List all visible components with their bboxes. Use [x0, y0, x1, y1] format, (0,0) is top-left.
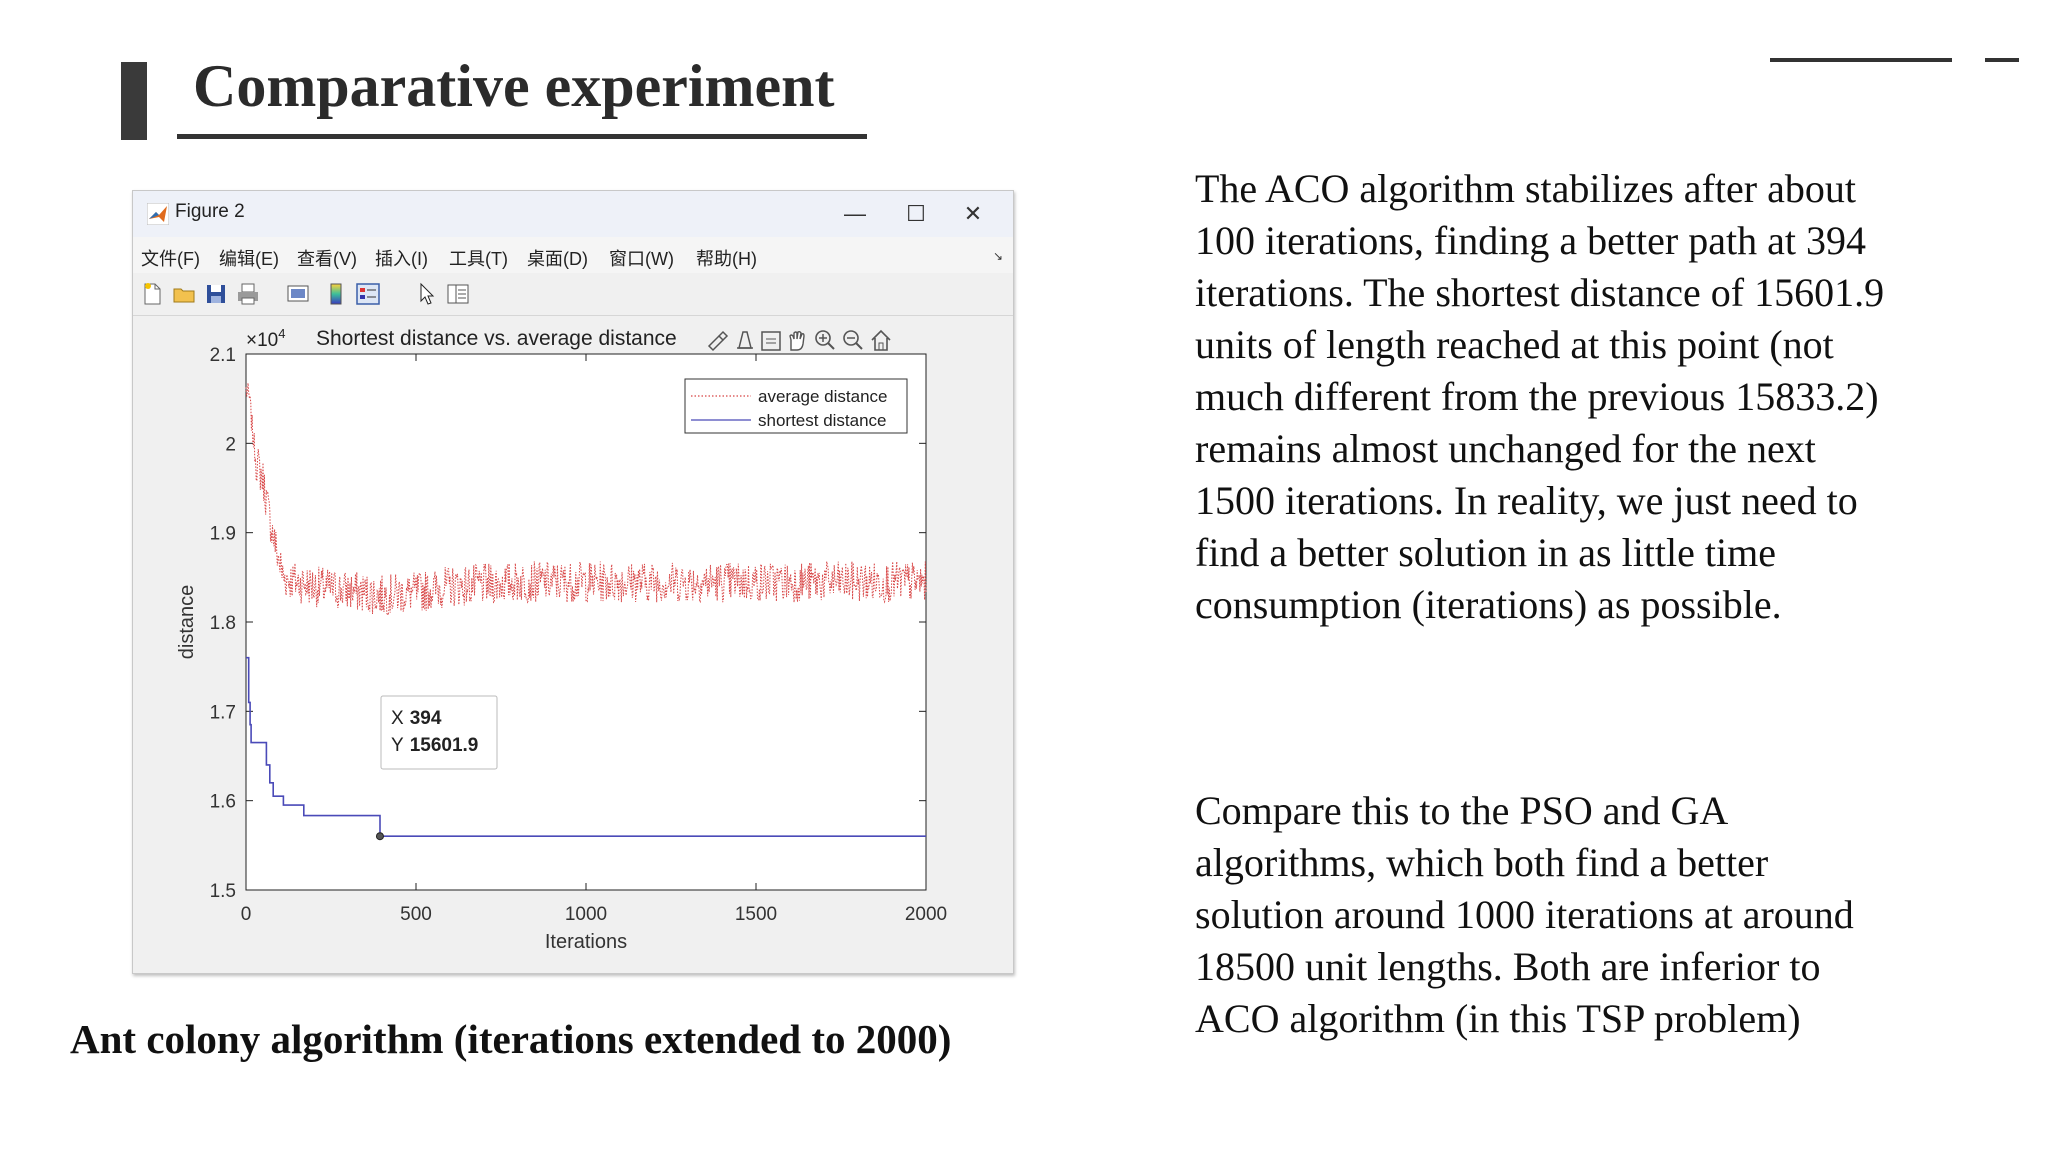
- chart-svg: 1.5 1.6 1.7 1.8 1.9 2 2.1 0 500 1000 1500 2000 ×10…: [176, 326, 947, 953]
- plot-area: 1.5 1.6 1.7 1.8 1.9 2 2.1 0 500 1000 1500 2000 ×10…: [133, 316, 1013, 973]
- menu-help[interactable]: 帮助(H): [696, 249, 757, 269]
- series-shortest-distance: [246, 656, 926, 837]
- y-axis-label: distance: [176, 585, 198, 660]
- property-inspector-icon[interactable]: [445, 281, 471, 307]
- menu-tools[interactable]: 工具(T): [449, 249, 508, 269]
- y-multiplier-base: ×10: [246, 330, 278, 351]
- datatip-y-value: 15601.9: [410, 735, 479, 756]
- menu-bar: 文件(F) 编辑(E) 查看(V) 插入(I) 工具(T) 桌面(D) 窗口(W…: [133, 237, 1013, 273]
- menu-desktop[interactable]: 桌面(D): [527, 249, 588, 269]
- data-tips-icon[interactable]: [737, 331, 753, 349]
- datatip-x: X 394: [391, 708, 442, 729]
- close-button[interactable]: ✕: [963, 201, 983, 226]
- datatip-box: [380, 695, 498, 770]
- x-tick-label: 1500: [735, 904, 777, 925]
- series-average-distance: [245, 383, 927, 616]
- open-file-icon[interactable]: [171, 281, 197, 307]
- menu-edit[interactable]: 编辑(E): [219, 249, 279, 269]
- slide-title: Comparative experiment: [193, 53, 835, 119]
- datatip-x-value: 394: [410, 708, 442, 729]
- x-tick-label: 500: [400, 904, 432, 925]
- body-paragraph-1: The ACO algorithm stabilizes after about…: [1195, 166, 1885, 627]
- body-paragraph-2: Compare this to the PSO and GA algorithm…: [1195, 788, 1854, 1041]
- legend-label-average: average distance: [758, 387, 887, 406]
- axes-box: [245, 353, 927, 891]
- maximize-button[interactable]: ☐: [906, 201, 926, 226]
- zoom-in-icon[interactable]: [815, 330, 835, 350]
- y-tick-label: 2: [225, 434, 236, 455]
- figure-toolbar: [133, 273, 1013, 316]
- y-multiplier: ×104: [246, 326, 285, 351]
- x-tick-label: 0: [241, 904, 252, 925]
- menu-window[interactable]: 窗口(W): [609, 249, 674, 269]
- menu-file[interactable]: 文件(F): [141, 249, 200, 269]
- data-cursor-icon[interactable]: [761, 331, 781, 351]
- y-tick-label: 1.7: [210, 702, 236, 723]
- y-tick-label: 1.9: [210, 524, 236, 545]
- menu-insert[interactable]: 插入(I): [375, 249, 428, 269]
- y-tick-label: 1.8: [210, 613, 236, 634]
- title-underline: [177, 134, 867, 139]
- title-accent-bar: [121, 62, 147, 140]
- datatip-x-label: X: [391, 708, 404, 729]
- zoom-out-icon[interactable]: [843, 330, 863, 350]
- brush-icon[interactable]: [707, 330, 729, 352]
- figure-caption: Ant colony algorithm (iterations extende…: [70, 1016, 952, 1062]
- datatip-y-label: Y: [391, 735, 404, 756]
- axes-toolbar: [707, 329, 891, 352]
- select-arrow-icon[interactable]: [413, 281, 439, 307]
- home-icon[interactable]: [871, 329, 891, 351]
- pan-hand-icon[interactable]: [789, 330, 805, 351]
- datatip[interactable]: X 394 Y 15601.9: [375, 695, 498, 841]
- datatip-y: Y 15601.9: [391, 735, 478, 756]
- window-title: Figure 2: [175, 201, 245, 222]
- legend-label-shortest: shortest distance: [758, 411, 887, 430]
- menu-view[interactable]: 查看(V): [297, 249, 357, 269]
- x-tick-label: 1000: [565, 904, 607, 925]
- window-titlebar[interactable]: Figure 2 — ☐ ✕: [133, 191, 1013, 237]
- print-icon[interactable]: [235, 281, 261, 307]
- x-tick-label: 2000: [905, 904, 947, 925]
- decorative-line: [1770, 58, 1952, 62]
- save-icon[interactable]: [203, 281, 229, 307]
- y-tick-label: 1.6: [210, 792, 236, 813]
- minimize-button[interactable]: —: [844, 201, 866, 226]
- colorbar-icon[interactable]: [323, 281, 349, 307]
- legend-box[interactable]: average distance shortest distance: [684, 378, 908, 434]
- decorative-line-short: [1985, 58, 2019, 62]
- matlab-figure-window: Figure 2 — ☐ ✕ 文件(F) 编辑(E) 查看(V) 插入(I) 工…: [132, 190, 1014, 974]
- dock-arrow-icon[interactable]: ↘: [992, 249, 1003, 263]
- y-tick-label: 2.1: [210, 345, 236, 366]
- legend-icon[interactable]: [355, 281, 381, 307]
- link-plot-icon[interactable]: [285, 281, 311, 307]
- chart-title: Shortest distance vs. average distance: [316, 327, 677, 350]
- x-axis-label: Iterations: [545, 931, 627, 953]
- y-tick-label: 1.5: [210, 881, 236, 902]
- datatip-marker[interactable]: [375, 832, 384, 841]
- y-multiplier-exp: 4: [278, 326, 285, 341]
- matlab-logo-icon: [147, 203, 169, 225]
- new-figure-icon[interactable]: [139, 281, 165, 307]
